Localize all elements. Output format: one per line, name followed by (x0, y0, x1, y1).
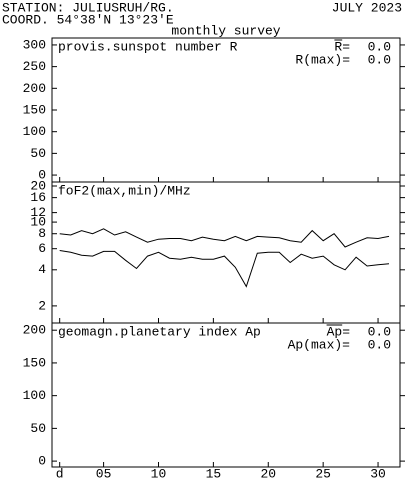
panel-frame (51, 322, 401, 468)
series-line (59, 250, 390, 288)
x-tick-label: 25 (315, 466, 331, 480)
stat-name: Ap(max)= (288, 337, 351, 352)
y-tick-label: 20 (30, 178, 46, 193)
x-tick-label: 20 (260, 466, 276, 480)
y-tick-label: 200 (23, 323, 46, 338)
station: STATION: JULIUSRUH/RG. (2, 0, 174, 15)
date: JULY 2023 (332, 0, 402, 15)
x-tick-label: 30 (370, 466, 386, 480)
y-tick-label: 50 (30, 146, 46, 161)
y-tick-label: 300 (23, 37, 46, 52)
y-tick-label: 16 (30, 190, 46, 205)
y-tick-label: 6 (38, 241, 46, 256)
stat-value: 0.0 (368, 324, 391, 339)
x-tick-label: 10 (151, 466, 167, 480)
x-tick-label: d (56, 466, 64, 480)
subtitle: monthly survey (171, 23, 280, 38)
y-tick-label: 10 (30, 215, 46, 230)
stat-value: 0.0 (368, 337, 391, 352)
x-tick-label: 15 (206, 466, 222, 480)
stat-value: 0.0 (368, 39, 391, 54)
y-tick-label: 100 (23, 124, 46, 139)
y-tick-label: 12 (30, 205, 46, 220)
coord: COORD. 54°38'N 13°23'E (2, 12, 174, 27)
y-tick-label: 2 (38, 298, 46, 313)
y-tick-label: 150 (23, 355, 46, 370)
y-tick-label: 200 (23, 81, 46, 96)
y-tick-label: 250 (23, 59, 46, 74)
x-tick-label: 05 (96, 466, 112, 480)
y-tick-label: 4 (38, 262, 46, 277)
y-tick-label: 8 (38, 226, 46, 241)
panel-frame (51, 181, 401, 324)
y-tick-label: 150 (23, 102, 46, 117)
series-line (59, 228, 390, 248)
y-tick-label: 100 (23, 388, 46, 403)
y-tick-label: 0 (38, 454, 46, 469)
panel-title: foF2(max,min)/MHz (58, 183, 191, 198)
stat-value: 0.0 (368, 52, 391, 67)
panel-title: geomagn.planetary index Ap (58, 324, 261, 339)
stat-name: R(max)= (295, 52, 350, 67)
y-tick-label: 50 (30, 421, 46, 436)
stat-name: R= (334, 39, 350, 54)
panel-title: provis.sunspot number R (58, 39, 238, 54)
y-tick-label: 0 (38, 167, 46, 182)
stat-name: Ap= (327, 324, 351, 339)
